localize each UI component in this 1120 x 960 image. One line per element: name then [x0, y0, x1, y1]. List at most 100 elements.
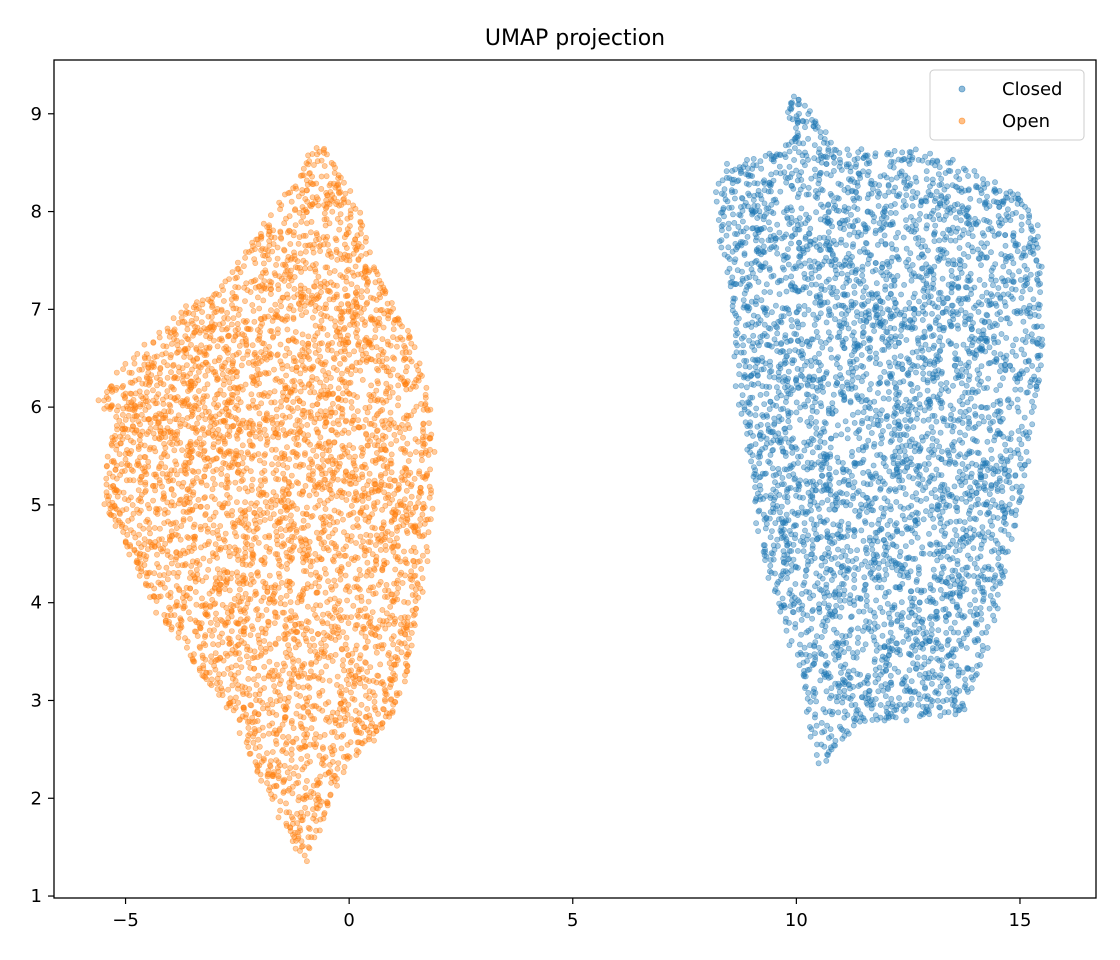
point-closed	[736, 371, 743, 378]
point-closed	[765, 458, 772, 465]
point-closed	[898, 291, 904, 298]
point-closed	[850, 195, 857, 202]
point-closed	[905, 356, 912, 363]
point-closed	[988, 548, 995, 555]
point-closed	[1000, 291, 1007, 298]
point-closed	[944, 520, 951, 527]
point-closed	[974, 663, 980, 669]
point-closed	[943, 250, 950, 256]
point-closed	[753, 294, 760, 301]
point-closed	[783, 274, 789, 281]
point-closed	[908, 695, 915, 702]
point-closed	[957, 429, 963, 436]
point-closed	[725, 225, 732, 232]
point-closed	[978, 476, 984, 483]
point-closed	[844, 728, 850, 735]
point-closed	[833, 382, 839, 389]
point-closed	[816, 263, 823, 270]
point-closed	[809, 545, 816, 552]
point-closed	[992, 572, 999, 579]
point-closed	[973, 619, 979, 625]
point-closed	[792, 263, 799, 270]
point-closed	[897, 586, 903, 593]
point-open	[220, 391, 227, 398]
point-closed	[1009, 191, 1016, 197]
point-closed	[991, 617, 998, 624]
point-closed	[1001, 568, 1008, 575]
point-closed	[740, 342, 746, 349]
point-closed	[800, 494, 806, 501]
point-closed	[977, 471, 984, 478]
point-closed	[818, 651, 825, 658]
point-closed	[880, 510, 887, 517]
point-closed	[787, 174, 794, 181]
point-closed	[787, 603, 794, 609]
point-closed	[850, 492, 856, 499]
point-closed	[1037, 289, 1043, 295]
point-closed	[1002, 277, 1008, 284]
point-closed	[909, 493, 916, 500]
point-closed	[845, 524, 852, 531]
point-closed	[933, 637, 940, 643]
point-closed	[985, 414, 992, 421]
point-closed	[765, 188, 772, 195]
point-closed	[916, 391, 923, 398]
point-closed	[964, 631, 970, 638]
point-closed	[1025, 435, 1032, 442]
point-closed	[851, 283, 857, 290]
point-closed	[983, 629, 989, 636]
point-closed	[740, 218, 746, 225]
point-closed	[978, 610, 984, 617]
point-open	[171, 447, 178, 454]
point-closed	[988, 535, 994, 541]
point-closed	[838, 518, 845, 525]
point-closed	[894, 432, 901, 438]
point-closed	[970, 545, 977, 551]
point-closed	[825, 209, 832, 216]
point-closed	[761, 200, 768, 207]
point-closed	[791, 522, 798, 528]
point-closed	[881, 717, 888, 724]
point-closed	[958, 482, 965, 488]
point-closed	[734, 342, 741, 349]
point-closed	[905, 555, 912, 561]
point-closed	[980, 598, 986, 604]
point-closed	[888, 202, 894, 209]
point-closed	[848, 385, 855, 392]
point-closed	[959, 461, 966, 467]
point-closed	[834, 294, 840, 301]
point-closed	[1025, 219, 1032, 226]
point-closed	[925, 159, 932, 166]
point-closed	[806, 257, 813, 264]
point-closed	[833, 374, 839, 381]
point-closed	[757, 267, 764, 273]
point-closed	[834, 194, 841, 201]
point-closed	[833, 355, 840, 362]
point-closed	[999, 488, 1006, 494]
point-closed	[951, 483, 958, 490]
point-closed	[909, 436, 915, 443]
point-closed	[823, 319, 830, 326]
point-closed	[897, 379, 903, 386]
point-closed	[902, 705, 909, 712]
point-closed	[845, 645, 852, 652]
point-closed	[913, 629, 920, 636]
point-closed	[881, 232, 888, 239]
point-closed	[923, 703, 930, 710]
point-closed	[858, 311, 865, 318]
point-closed	[732, 383, 739, 390]
point-closed	[882, 283, 889, 290]
point-open	[304, 753, 311, 759]
point-closed	[811, 321, 818, 328]
point-closed	[840, 302, 847, 309]
point-closed	[925, 247, 931, 254]
point-closed	[1004, 315, 1011, 322]
point-closed	[1034, 244, 1041, 251]
point-closed	[756, 432, 763, 439]
point-closed	[852, 299, 859, 306]
point-closed	[860, 288, 867, 295]
point-closed	[957, 408, 964, 415]
point-closed	[782, 252, 788, 259]
point-closed	[930, 515, 936, 522]
point-closed	[984, 511, 990, 518]
